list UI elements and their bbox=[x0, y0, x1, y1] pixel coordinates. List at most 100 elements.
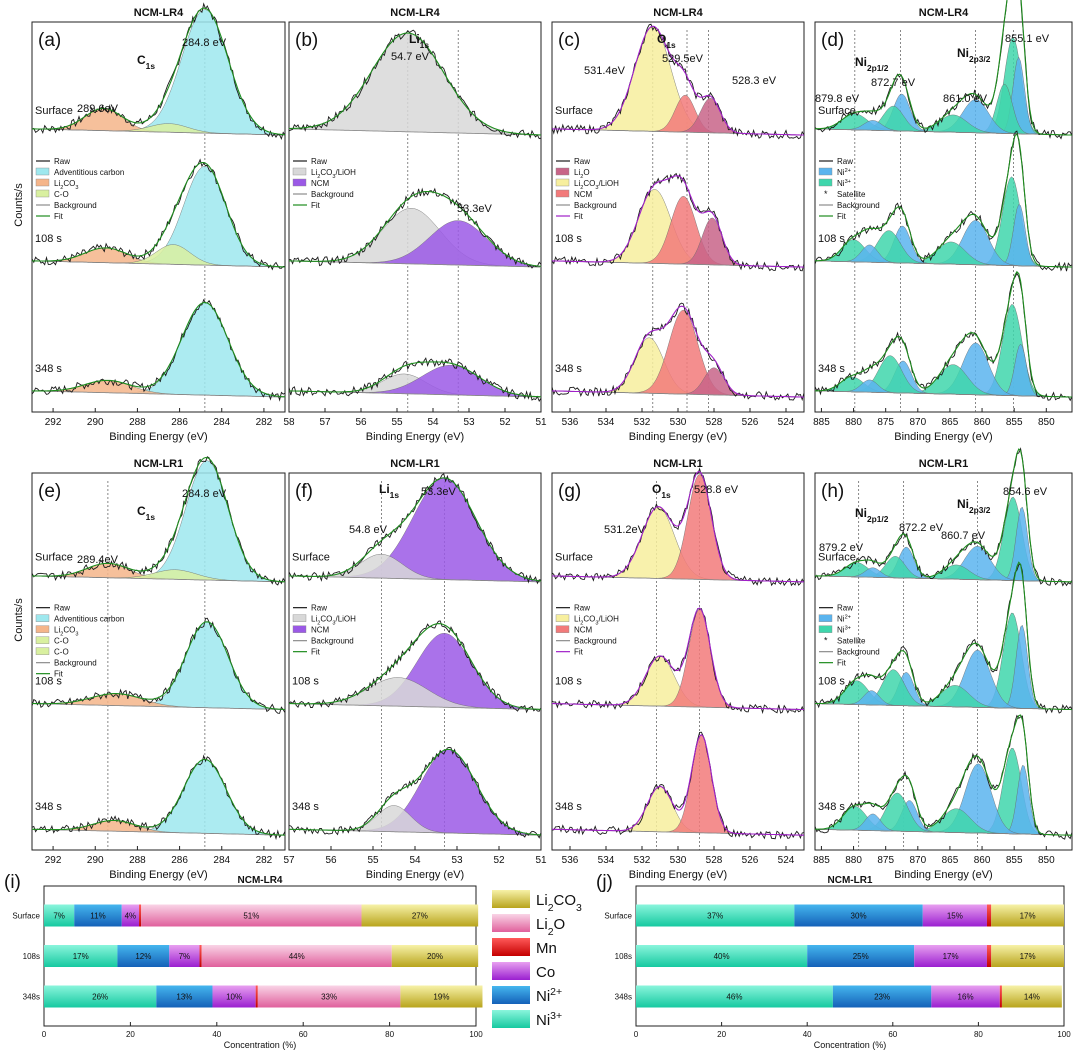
legend-satellite: Satellite bbox=[837, 637, 866, 646]
tick-label: 51 bbox=[535, 417, 547, 428]
shared-legend-co: Co bbox=[536, 964, 555, 981]
x-axis-title: Binding Energy (eV) bbox=[109, 431, 207, 443]
tick-label: 40 bbox=[803, 1030, 812, 1039]
legend-adventitious-carbon-swatch bbox=[35, 167, 50, 176]
peak-label: 528.8 eV bbox=[694, 484, 739, 496]
x-axis-title: Binding Energy (eV) bbox=[894, 431, 992, 443]
peak-label: 879.2 eV bbox=[819, 542, 864, 554]
fit-line bbox=[552, 607, 805, 711]
tick-label: 51 bbox=[535, 855, 547, 866]
bar-value-label: 11% bbox=[90, 912, 105, 921]
fit-line bbox=[552, 733, 804, 836]
bar-value-label: 7% bbox=[53, 912, 65, 921]
legend-ncm-swatch bbox=[555, 189, 570, 198]
tick-label: 56 bbox=[355, 417, 367, 428]
bar-value-label: 17% bbox=[1020, 912, 1036, 921]
tick-label: 536 bbox=[562, 417, 579, 428]
panel-a-title: NCM-LR4 bbox=[134, 7, 184, 19]
legend-c-o-swatch bbox=[35, 636, 50, 644]
element-label: Li1s bbox=[409, 32, 429, 50]
bar-segment-ni2 bbox=[74, 904, 122, 927]
tick-label: 56 bbox=[325, 855, 337, 866]
legend-raw: Raw bbox=[837, 604, 853, 613]
bar-segment-li2co3 bbox=[391, 945, 479, 967]
legend-c-o: C-O bbox=[54, 648, 69, 657]
background-line bbox=[815, 703, 1073, 710]
subshell-label: Ni2p3/2 bbox=[957, 497, 991, 515]
bar-segment-li2co3 bbox=[991, 904, 1064, 927]
bar-chart-j-title: NCM-LR1 bbox=[828, 875, 873, 886]
tick-label: 865 bbox=[942, 417, 959, 428]
fit-line bbox=[551, 471, 805, 583]
tick-label: 288 bbox=[129, 417, 146, 428]
fit-line bbox=[815, 270, 1073, 398]
legend-li2co3-lioh: Li2CO3/LiOH bbox=[311, 615, 356, 627]
shared-legend-ni2: Ni2+ bbox=[536, 986, 562, 1005]
x-axis-title: Binding Energy (eV) bbox=[629, 869, 727, 881]
tick-label: 880 bbox=[845, 855, 862, 866]
category-label: 348s bbox=[23, 993, 40, 1002]
peak-label: 872.2 eV bbox=[899, 522, 944, 534]
background-line bbox=[814, 575, 1073, 583]
fit-line bbox=[815, 133, 1073, 268]
bar-value-label: 13% bbox=[176, 993, 192, 1002]
legend-raw: Raw bbox=[574, 157, 590, 166]
tick-label: 100 bbox=[469, 1030, 483, 1039]
legend-ni3-: Ni3+ bbox=[837, 179, 851, 188]
subshell-label: Ni2p3/2 bbox=[957, 46, 991, 64]
peak-label: 879.8 eV bbox=[815, 93, 860, 105]
tick-label: 57 bbox=[319, 417, 331, 428]
legend-background: Background bbox=[574, 637, 617, 646]
legend-li2o-swatch bbox=[555, 167, 570, 176]
legend-fit: Fit bbox=[837, 212, 847, 221]
legend-fit: Fit bbox=[574, 648, 584, 657]
legend-li2co3-swatch bbox=[35, 625, 50, 633]
legend-satellite: Satellite bbox=[837, 190, 866, 199]
tick-label: 865 bbox=[942, 855, 959, 866]
tick-label: 528 bbox=[706, 855, 723, 866]
tick-label: 526 bbox=[742, 855, 759, 866]
legend-background: Background bbox=[54, 659, 97, 668]
raw-spectrum bbox=[551, 172, 805, 272]
category-label: Surface bbox=[12, 912, 40, 921]
legend-ncm: NCM bbox=[574, 626, 593, 635]
tick-label: 0 bbox=[634, 1030, 639, 1039]
panel-g-title: NCM-LR1 bbox=[653, 458, 703, 470]
peak-label: 531.2eV bbox=[604, 524, 646, 536]
row-label-1: 108 s bbox=[555, 233, 582, 245]
bar-segment-li2o bbox=[141, 904, 362, 927]
panel-f-label: (f) bbox=[295, 481, 313, 502]
element-label: Li1s bbox=[379, 482, 399, 500]
fit-line bbox=[32, 7, 286, 136]
panel-d: NCM-LR4 (d) 885 880 875 870 865 860 855 850 Bindin… bbox=[813, 0, 1073, 443]
bar-segment-mn bbox=[255, 985, 258, 1008]
tick-label: 850 bbox=[1038, 417, 1055, 428]
peak-label: 860.7 eV bbox=[941, 530, 986, 542]
fit-line bbox=[552, 175, 805, 268]
bar-segment-ni3 bbox=[636, 985, 833, 1008]
row-label-2: 348 s bbox=[555, 801, 582, 813]
tick-label: 534 bbox=[598, 855, 615, 866]
tick-label: 530 bbox=[670, 417, 687, 428]
peak-label: 53.3eV bbox=[421, 486, 457, 498]
legend-satellite-swatch: * bbox=[824, 189, 828, 199]
bar-value-label: 17% bbox=[1020, 952, 1036, 961]
bar-value-label: 14% bbox=[1024, 993, 1040, 1002]
legend-fit: Fit bbox=[837, 659, 847, 668]
legend-c-o-swatch bbox=[35, 647, 50, 655]
peak-label: 284.8 eV bbox=[182, 37, 227, 49]
bar-value-label: 37% bbox=[707, 912, 723, 921]
raw-spectrum bbox=[551, 608, 805, 715]
shared-legend-ni3-swatch bbox=[492, 1010, 530, 1028]
category-label: Surface bbox=[604, 912, 632, 921]
legend-ncm: NCM bbox=[574, 190, 593, 199]
bar-value-label: 46% bbox=[726, 993, 742, 1002]
bar-value-label: 25% bbox=[853, 952, 869, 961]
y-axis-label-bottom: Counts/s bbox=[13, 598, 25, 642]
row-label-1: 108 s bbox=[35, 675, 62, 687]
legend-li2co3-lioh-swatch bbox=[555, 614, 570, 622]
peak-label: 855.1 eV bbox=[1005, 33, 1050, 45]
tick-label: 292 bbox=[45, 417, 62, 428]
bar-chart-xlabel: Concentration (%) bbox=[224, 1040, 297, 1050]
background-line bbox=[32, 260, 286, 268]
